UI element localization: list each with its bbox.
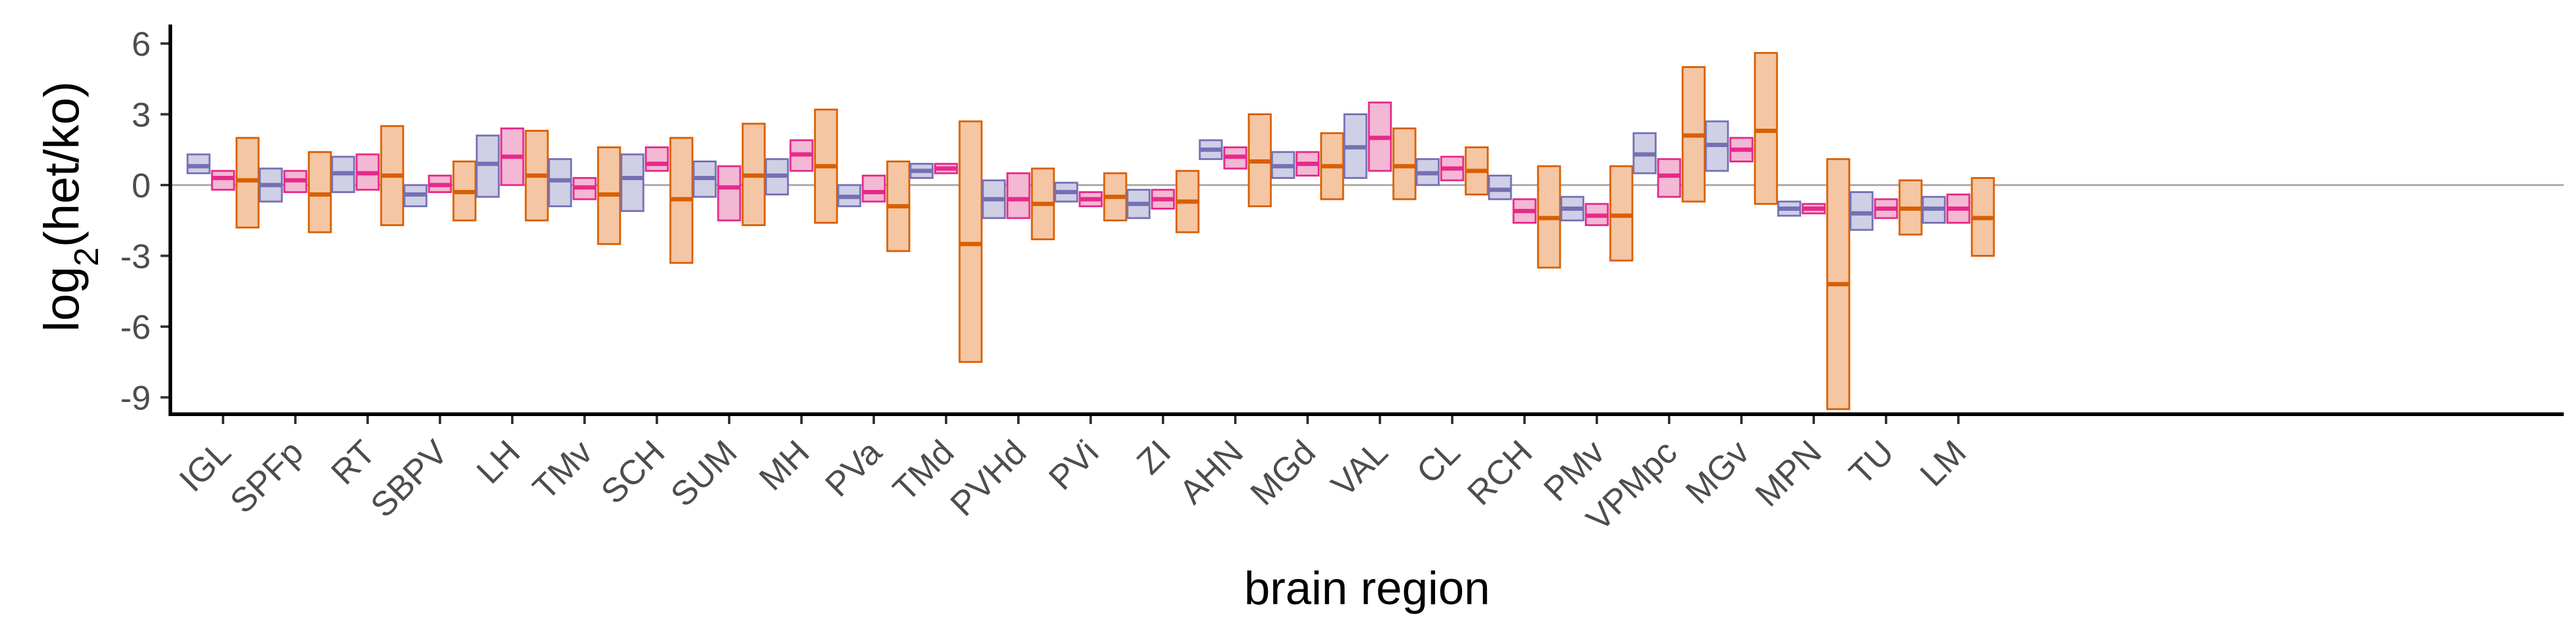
x-tick-label-PVi: PVi [1041,433,1105,497]
box-IGL-series-1 [186,153,211,175]
y-axis-title-subscript: 2 [67,248,105,267]
x-tick-label-ZI: ZI [1129,433,1178,482]
y-tick-label: 0 [132,166,151,205]
box-PVHd-series-2 [1006,172,1031,219]
y-ticks: 6 3 0 -3 -6 -9 [120,25,170,417]
box-PVa-series-2 [862,175,886,203]
x-tick-label-LM: LM [1912,433,1974,494]
x-tick-label-MH: MH [751,433,816,498]
box-PMv-series-3 [1609,165,1634,262]
y-tick-label: 3 [132,96,151,134]
x-tick-label-SUM: SUM [663,433,744,514]
y-axis-title: log2(het/ko) [34,81,105,331]
y-tick-label: -9 [120,379,151,417]
box-VAL-series-3 [1392,127,1417,200]
x-tick-label-TU: TU [1841,433,1901,492]
y-tick-label: -6 [120,308,151,346]
box-TMd-series-3 [958,120,983,363]
x-tick-label-RT: RT [324,433,383,492]
x-tick-label-CL: CL [1409,433,1467,491]
x-axis-title: brain region [1244,563,1490,615]
box-IGL-series-3 [235,137,260,229]
y-tick-label: 6 [132,25,151,63]
box-SUM-series-2 [717,165,741,222]
x-tick-label-PVHd: PVHd [942,433,1033,523]
x-tick-label-LH: LH [469,433,527,491]
box-LH-series-1 [475,134,500,198]
box-VPMpc-series-2 [1657,158,1681,198]
x-tick-label-PVa: PVa [817,432,889,504]
x-tick-label-MPN: MPN [1748,433,1829,514]
x-tick-label-SCH: SCH [593,433,672,511]
box-TU-series-1 [1849,191,1874,231]
x-tick-label-RCH: RCH [1460,433,1539,512]
y-tick-label: -3 [120,237,151,276]
box-SCH-series-1 [620,153,645,212]
box-MGv-series-3 [1754,51,1778,205]
y-axis-title-log: log [34,267,89,332]
x-tick-label-SBPV: SBPV [363,432,455,525]
x-tick-label-TMv: TMv [525,433,600,507]
box-IGL-series-2 [211,170,235,191]
x-tick-label-SPFp: SPFp [222,433,311,521]
x-tick-label-VAL: VAL [1324,433,1395,504]
box-SPFp-series-3 [308,151,332,233]
x-tick-label-AHN: AHN [1172,433,1250,511]
box-TMv-series-1 [548,158,572,208]
x-tick-label-MGd: MGd [1243,433,1322,512]
boxes-group [186,51,1995,411]
x-tick-label-MGv: MGv [1678,433,1756,511]
y-axis-title-argument: (het/ko) [34,81,89,247]
box-SCH-series-2 [645,146,669,172]
box-RCH-series-1 [1488,175,1512,200]
